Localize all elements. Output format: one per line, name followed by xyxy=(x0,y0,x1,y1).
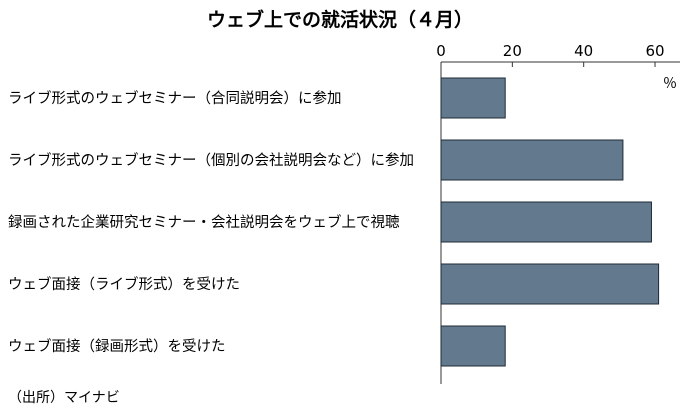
category-label: 録画された企業研究セミナー・会社説明会をウェブ上で視聴 xyxy=(8,213,400,231)
x-tick-label: 40 xyxy=(574,42,593,60)
category-label: ウェブ面接（録画形式）を受けた xyxy=(8,337,226,355)
x-tick-label: 20 xyxy=(503,42,522,60)
chart-title: ウェブ上での就活状況（４月） xyxy=(207,8,473,31)
category-label: ライブ形式のウェブセミナー（合同説明会）に参加 xyxy=(8,89,342,107)
x-axis-ticks: 0 20 40 60 xyxy=(436,42,665,67)
unit-label: ％ xyxy=(663,76,677,92)
category-label: ウェブ面接（ライブ形式）を受けた xyxy=(8,275,240,293)
bar xyxy=(440,325,506,367)
bar xyxy=(440,77,506,119)
category-label: ライブ形式のウェブセミナー（個別の会社説明会など）に参加 xyxy=(8,151,414,169)
bar xyxy=(440,139,624,181)
x-tick-label: 60 xyxy=(645,42,664,60)
bar xyxy=(440,201,652,243)
x-tick-label: 0 xyxy=(436,42,446,60)
source-note: （出所）マイナビ xyxy=(8,390,120,406)
bar xyxy=(440,263,660,305)
bars xyxy=(440,77,660,367)
category-labels: ライブ形式のウェブセミナー（合同説明会）に参加ライブ形式のウェブセミナー（個別の… xyxy=(8,89,414,355)
